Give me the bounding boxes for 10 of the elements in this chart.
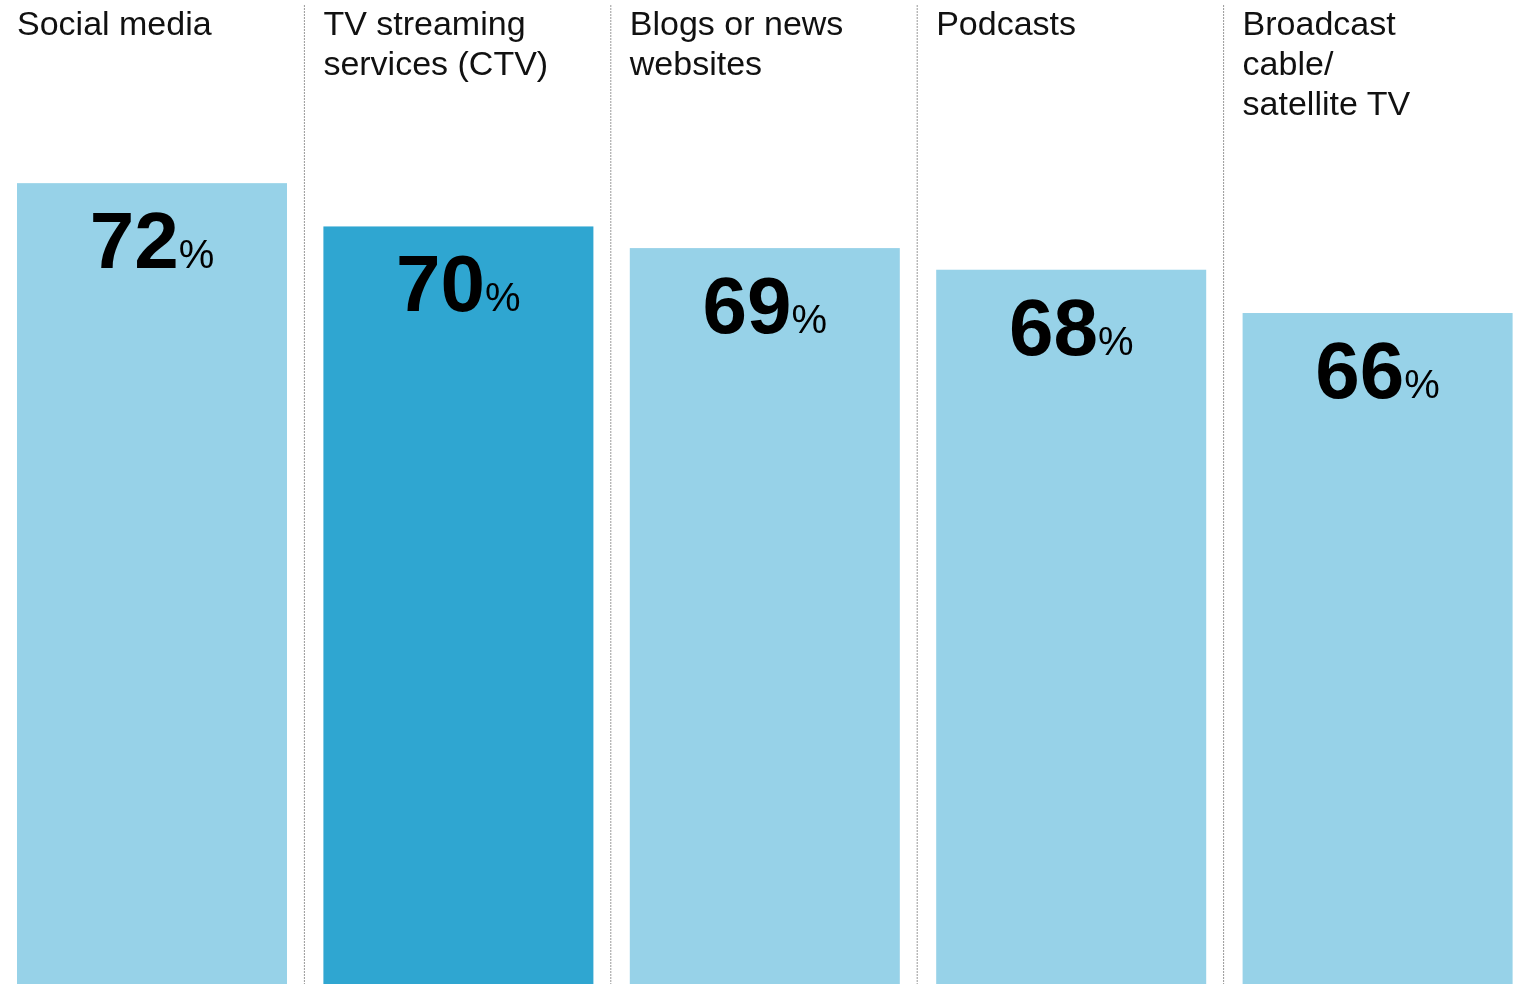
x-tick-label: Podcasts (936, 4, 1077, 42)
data-label: 72% (89, 196, 215, 286)
data-label: 66% (1315, 326, 1440, 416)
x-tick-label: Blogs or news websites (628, 4, 844, 82)
x-tick-label: TV streaming services (CTV) (323, 4, 549, 82)
data-label: 70% (396, 239, 521, 329)
x-tick-label: Broadcast cable/ satellite TV (1242, 4, 1411, 122)
data-label: 69% (702, 261, 828, 351)
data-label: 68% (1008, 282, 1134, 372)
x-tick-label: Social media (17, 4, 212, 42)
